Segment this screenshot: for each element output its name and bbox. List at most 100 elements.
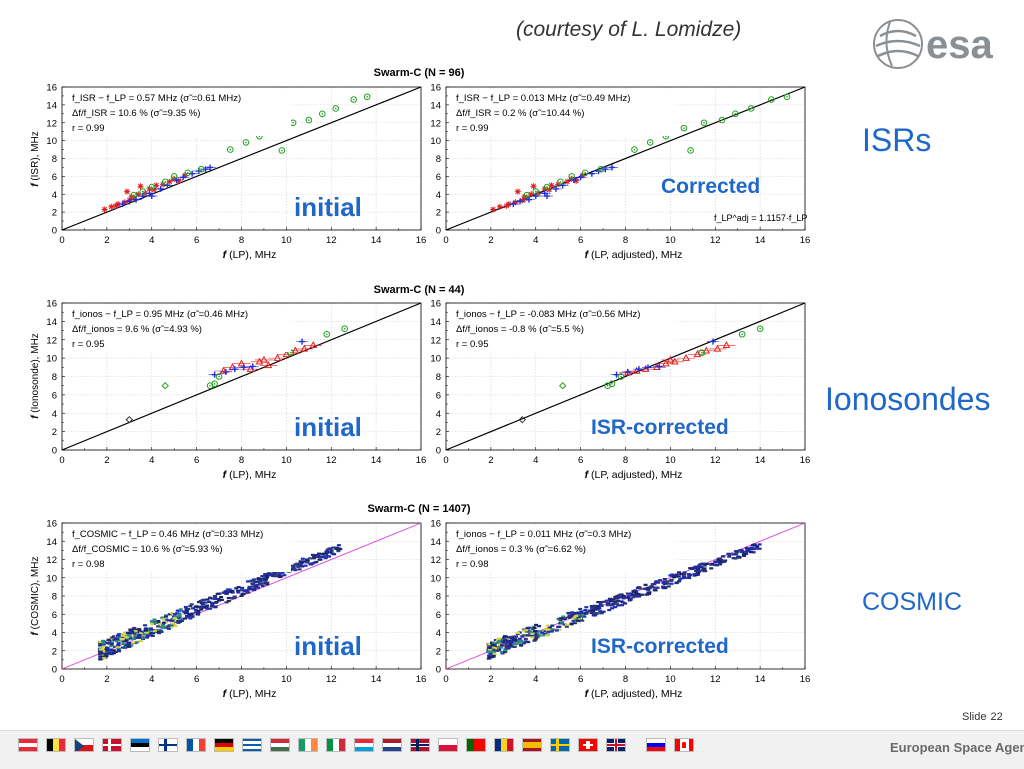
density-cell (187, 613, 192, 616)
star-marker (175, 177, 182, 184)
density-cell (113, 650, 118, 653)
y-tick-label: 2 (52, 208, 57, 219)
density-cell (312, 556, 317, 559)
flag-switzerland (578, 738, 598, 752)
circle-marker-dot (209, 384, 211, 387)
density-cell (143, 629, 148, 632)
density-cell (718, 563, 723, 566)
density-cell (160, 616, 165, 620)
reference-line (445, 302, 806, 451)
circle-marker (631, 146, 638, 153)
density-cell (291, 565, 296, 569)
density-cell (184, 609, 189, 612)
circle-marker-dot (164, 180, 167, 183)
density-cell (133, 630, 138, 633)
x-tick-label: 0 (443, 455, 448, 466)
density-cell (114, 639, 119, 643)
density-cell (242, 589, 247, 592)
density-cell (577, 617, 582, 620)
density-cell (175, 612, 180, 615)
x-axis-label: f (LP), MHz (223, 249, 277, 261)
circle-marker-dot (606, 384, 609, 387)
circle-marker-dot (186, 172, 189, 174)
diamond-marker (558, 381, 567, 390)
density-cell (520, 635, 525, 638)
triangle-marker (662, 359, 670, 367)
density-cell (133, 634, 138, 637)
star-marker (564, 178, 571, 185)
density-cell (504, 643, 509, 646)
density-cell (239, 594, 244, 597)
annotation-line: f_ISR − f_LP = 0.57 MHz (σ̃ =0.61 MHz) (72, 93, 241, 104)
density-cell (605, 604, 610, 607)
circle-marker-dot (141, 190, 144, 193)
flag-czech-republic (74, 738, 94, 752)
density-cell (723, 559, 728, 562)
density-cell (250, 582, 255, 585)
y-axis-label-text: (COSMIC), MHz (30, 557, 41, 630)
circle-marker-dot (786, 96, 788, 98)
x-tick-label: 2 (488, 235, 493, 246)
annotation-box (65, 526, 291, 572)
density-cell (574, 618, 579, 621)
density-cell (314, 554, 319, 557)
plot-frame (445, 86, 806, 231)
circle-marker-dot (620, 375, 622, 378)
density-cell (664, 580, 669, 583)
density-cell (599, 612, 604, 615)
density-cell (208, 607, 213, 610)
density-cell (109, 642, 114, 646)
density-cell (203, 606, 208, 609)
circle-marker-dot (133, 194, 135, 196)
circle-marker (130, 191, 138, 199)
circle-marker-dot (150, 186, 153, 188)
y-tick-label: 0 (436, 665, 441, 676)
circle-marker (732, 110, 739, 118)
density-cell (748, 551, 753, 554)
star-marker (579, 172, 586, 179)
density-cell (692, 566, 697, 569)
density-cell (120, 646, 125, 649)
y-tick-label: 2 (436, 646, 441, 657)
density-cell (535, 635, 540, 638)
density-cell (580, 612, 585, 615)
density-cell (610, 607, 615, 610)
x-tick-label: 14 (371, 674, 382, 685)
density-cell (625, 592, 630, 595)
x-axis-label-symbol: f (223, 469, 229, 481)
density-cell (573, 611, 578, 615)
density-cell (310, 562, 315, 565)
triangle-marker (237, 359, 246, 367)
circle-marker (170, 173, 178, 180)
density-cell (164, 615, 169, 618)
density-cell (757, 547, 762, 550)
circle-marker (242, 139, 250, 146)
circle-marker (700, 119, 708, 127)
density-cell (188, 617, 193, 620)
density-cell (653, 589, 658, 592)
density-cell (130, 630, 135, 633)
circle-marker (557, 178, 564, 186)
star-marker (528, 191, 535, 198)
circle-marker-dot (213, 383, 216, 385)
density-cell (709, 567, 714, 570)
flag-stripe (75, 739, 93, 745)
circle-marker-dot (611, 383, 613, 385)
density-cell (499, 646, 504, 649)
density-cell (166, 627, 171, 630)
x-tick-label: 2 (104, 674, 109, 685)
density-cell (305, 561, 310, 564)
flag-united-kingdom (606, 738, 626, 752)
x-axis-label-symbol: f (585, 249, 591, 261)
density-cell (116, 649, 121, 652)
circle-marker-dot (229, 148, 232, 151)
density-cell (727, 555, 732, 558)
density-cell (129, 644, 134, 647)
density-cell (575, 613, 580, 616)
y-axis-label: f (Ionosonde), MHz (30, 333, 41, 419)
flag-stripe (108, 739, 111, 751)
density-cell (629, 592, 634, 595)
density-cell (258, 579, 263, 583)
density-cell (699, 565, 704, 569)
density-cell (537, 625, 542, 628)
